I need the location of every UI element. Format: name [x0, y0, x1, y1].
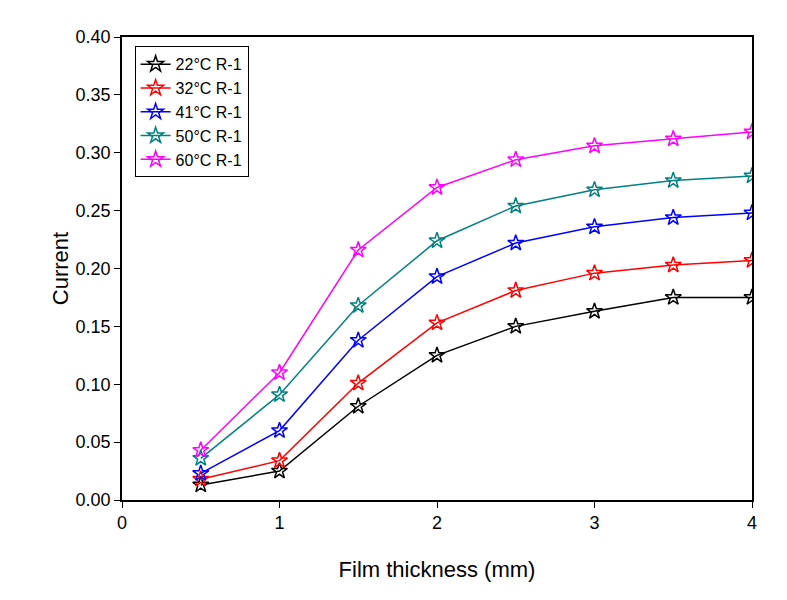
svg-text:0.00: 0.00: [76, 490, 111, 510]
svg-text:22°C R-1: 22°C R-1: [176, 56, 242, 73]
svg-text:0.10: 0.10: [76, 375, 111, 395]
svg-text:4: 4: [747, 513, 757, 533]
svg-text:0.25: 0.25: [76, 201, 111, 221]
svg-text:3: 3: [589, 513, 599, 533]
svg-text:0: 0: [117, 513, 127, 533]
svg-text:Current: Current: [48, 232, 73, 305]
svg-text:Film thickness (mm): Film thickness (mm): [339, 557, 536, 582]
svg-text:41°C R-1: 41°C R-1: [176, 104, 242, 121]
svg-text:32°C R-1: 32°C R-1: [176, 80, 242, 97]
svg-text:2: 2: [432, 513, 442, 533]
svg-text:0.35: 0.35: [76, 85, 111, 105]
svg-text:60°C R-1: 60°C R-1: [176, 152, 242, 169]
svg-text:0.05: 0.05: [76, 432, 111, 452]
svg-text:1: 1: [274, 513, 284, 533]
svg-text:0.15: 0.15: [76, 317, 111, 337]
svg-text:0.40: 0.40: [76, 27, 111, 47]
svg-text:0.20: 0.20: [76, 259, 111, 279]
svg-text:0.30: 0.30: [76, 143, 111, 163]
svg-text:50°C R-1: 50°C R-1: [176, 128, 242, 145]
